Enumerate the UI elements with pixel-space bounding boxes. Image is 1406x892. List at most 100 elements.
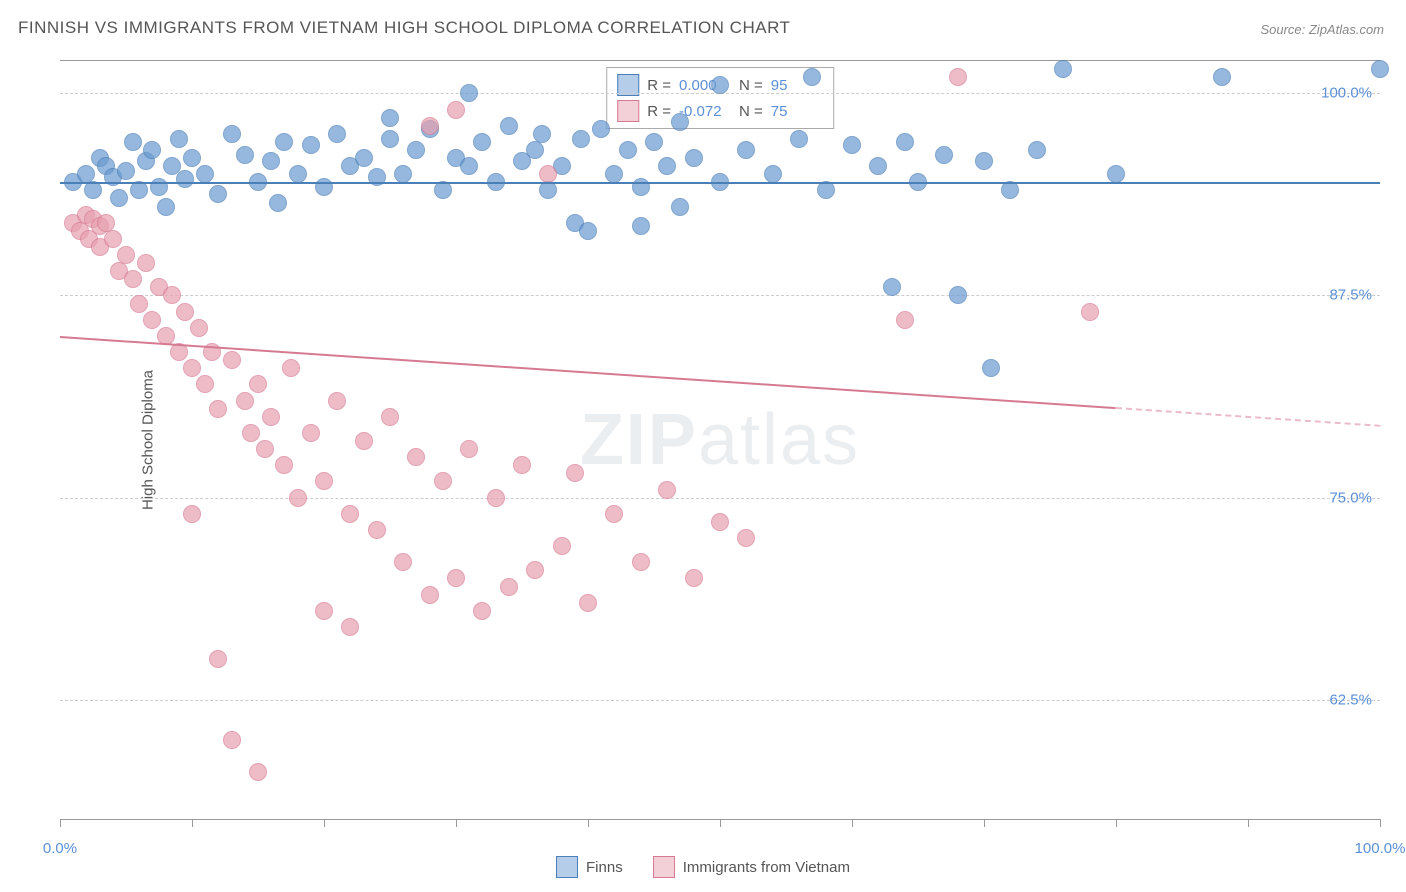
scatter-point — [275, 133, 293, 151]
scatter-point — [500, 117, 518, 135]
x-tick — [984, 819, 985, 827]
scatter-point — [183, 149, 201, 167]
scatter-point — [619, 141, 637, 159]
scatter-point — [407, 448, 425, 466]
scatter-point — [711, 513, 729, 531]
x-tick — [324, 819, 325, 827]
scatter-point — [368, 521, 386, 539]
scatter-point — [328, 125, 346, 143]
scatter-point — [592, 120, 610, 138]
x-tick-label: 0.0% — [43, 840, 77, 857]
scatter-point — [183, 359, 201, 377]
scatter-point — [150, 178, 168, 196]
scatter-point — [447, 569, 465, 587]
scatter-point — [190, 319, 208, 337]
scatter-point — [553, 537, 571, 555]
scatter-point — [1054, 60, 1072, 78]
scatter-point — [302, 136, 320, 154]
scatter-point — [236, 146, 254, 164]
scatter-point — [460, 157, 478, 175]
scatter-point — [394, 165, 412, 183]
scatter-point — [249, 763, 267, 781]
legend-n-label: N = — [739, 103, 763, 120]
scatter-point — [256, 440, 274, 458]
scatter-point — [209, 650, 227, 668]
scatter-point — [896, 133, 914, 151]
scatter-point — [381, 130, 399, 148]
legend-swatch-vietnam — [617, 100, 639, 122]
scatter-point — [315, 602, 333, 620]
scatter-point — [539, 165, 557, 183]
scatter-point — [117, 162, 135, 180]
scatter-point — [533, 125, 551, 143]
trend-line — [60, 336, 1116, 409]
scatter-point — [526, 561, 544, 579]
trend-line — [1116, 407, 1380, 427]
scatter-point — [289, 489, 307, 507]
scatter-point — [460, 440, 478, 458]
gridline — [60, 700, 1380, 701]
x-tick-label: 100.0% — [1355, 840, 1406, 857]
scatter-point — [328, 392, 346, 410]
scatter-point — [460, 84, 478, 102]
y-axis-label: High School Diploma — [140, 370, 157, 510]
scatter-point — [183, 505, 201, 523]
scatter-point — [275, 456, 293, 474]
gridline — [60, 295, 1380, 296]
legend-r-label: R = — [647, 103, 671, 120]
source-label: Source: ZipAtlas.com — [1260, 22, 1384, 37]
scatter-point — [566, 464, 584, 482]
scatter-point — [176, 303, 194, 321]
scatter-point — [685, 149, 703, 167]
scatter-point — [843, 136, 861, 154]
scatter-point — [282, 359, 300, 377]
scatter-point — [572, 130, 590, 148]
chart-title: FINNISH VS IMMIGRANTS FROM VIETNAM HIGH … — [18, 18, 790, 38]
scatter-point — [236, 392, 254, 410]
legend-row-vietnam: R = -0.072 N = 75 — [617, 98, 823, 124]
scatter-point — [315, 178, 333, 196]
scatter-point — [157, 198, 175, 216]
scatter-point — [381, 109, 399, 127]
scatter-point — [163, 286, 181, 304]
scatter-point — [176, 170, 194, 188]
scatter-point — [935, 146, 953, 164]
scatter-point — [737, 529, 755, 547]
scatter-point — [605, 165, 623, 183]
scatter-point — [790, 130, 808, 148]
trend-line — [60, 182, 1380, 184]
watermark: ZIPatlas — [580, 399, 860, 481]
y-tick-label: 100.0% — [1321, 85, 1372, 102]
scatter-point — [1371, 60, 1389, 78]
scatter-point — [579, 594, 597, 612]
x-tick — [1116, 819, 1117, 827]
y-tick-label: 87.5% — [1329, 287, 1372, 304]
legend-bottom-label-vietnam: Immigrants from Vietnam — [683, 859, 850, 876]
scatter-point — [104, 230, 122, 248]
scatter-point — [645, 133, 663, 151]
scatter-point — [671, 198, 689, 216]
watermark-bold: ZIP — [580, 400, 698, 480]
scatter-point — [242, 424, 260, 442]
y-tick-label: 62.5% — [1329, 691, 1372, 708]
scatter-point — [341, 618, 359, 636]
scatter-point — [223, 731, 241, 749]
y-tick-label: 75.0% — [1329, 489, 1372, 506]
x-tick — [1380, 819, 1381, 827]
scatter-point — [110, 189, 128, 207]
scatter-point — [269, 194, 287, 212]
scatter-point — [500, 578, 518, 596]
scatter-point — [421, 117, 439, 135]
scatter-point — [341, 505, 359, 523]
x-tick — [720, 819, 721, 827]
scatter-point — [315, 472, 333, 490]
scatter-point — [632, 178, 650, 196]
scatter-point — [447, 101, 465, 119]
scatter-point — [473, 602, 491, 620]
legend-bottom-swatch-vietnam — [653, 856, 675, 878]
scatter-point — [143, 311, 161, 329]
legend-bottom: Finns Immigrants from Vietnam — [556, 856, 850, 878]
scatter-point — [737, 141, 755, 159]
plot-area: High School Diploma ZIPatlas R = 0.000 N… — [60, 60, 1380, 820]
scatter-point — [355, 149, 373, 167]
